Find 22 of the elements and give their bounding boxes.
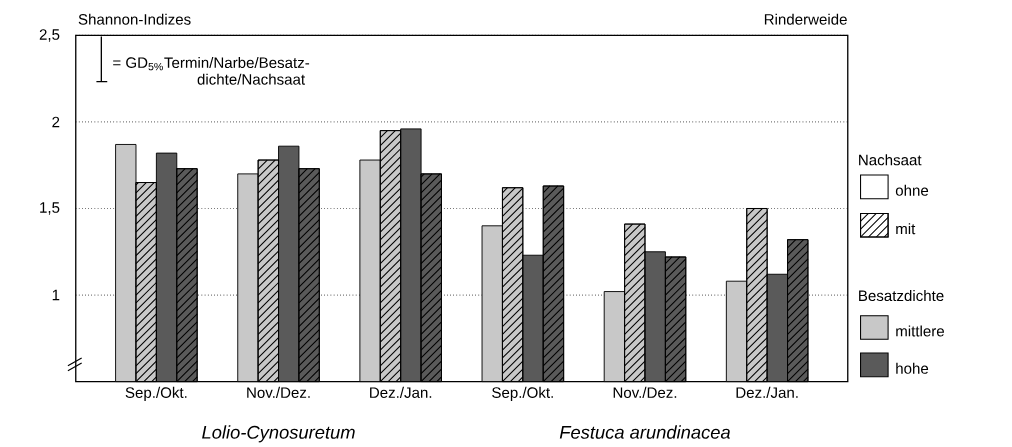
y-tick-label: 2 [52, 116, 60, 127]
text: ohne [895, 184, 929, 196]
annotation: dichte/Nachsaat [197, 73, 305, 85]
y-axis-title: Shannon-Indizes [78, 13, 191, 25]
x-tick-label: Sep./Okt. [492, 386, 553, 401]
text: Festuca arundinacea [559, 425, 731, 439]
text: mittlere [896, 325, 944, 337]
chart-title: Rinderweide [764, 13, 847, 25]
x-tick-label: Dez./Jan. [370, 386, 432, 398]
x-tick-label: Nov./Dez. [613, 386, 677, 398]
x-tick-label: Sep./Okt. [125, 386, 187, 401]
text: Lolio-Cynosuretum [202, 425, 355, 443]
y-tick-label: 1 [52, 289, 60, 300]
x-tick-label: Dez./Jan. [736, 386, 798, 398]
y-tick-label: 2,5 [39, 28, 60, 42]
text: Besatzdichte [859, 289, 944, 301]
x-tick-label: Nov./Dez. [247, 386, 310, 398]
text: Nachsaat [859, 154, 922, 166]
y-tick-label: 1,5 [40, 202, 60, 215]
text: mit [896, 222, 916, 234]
annotation: = GD$_{5%}$Termin/Narbe/Besatz- [113, 56, 310, 71]
text: hohe [896, 362, 929, 374]
